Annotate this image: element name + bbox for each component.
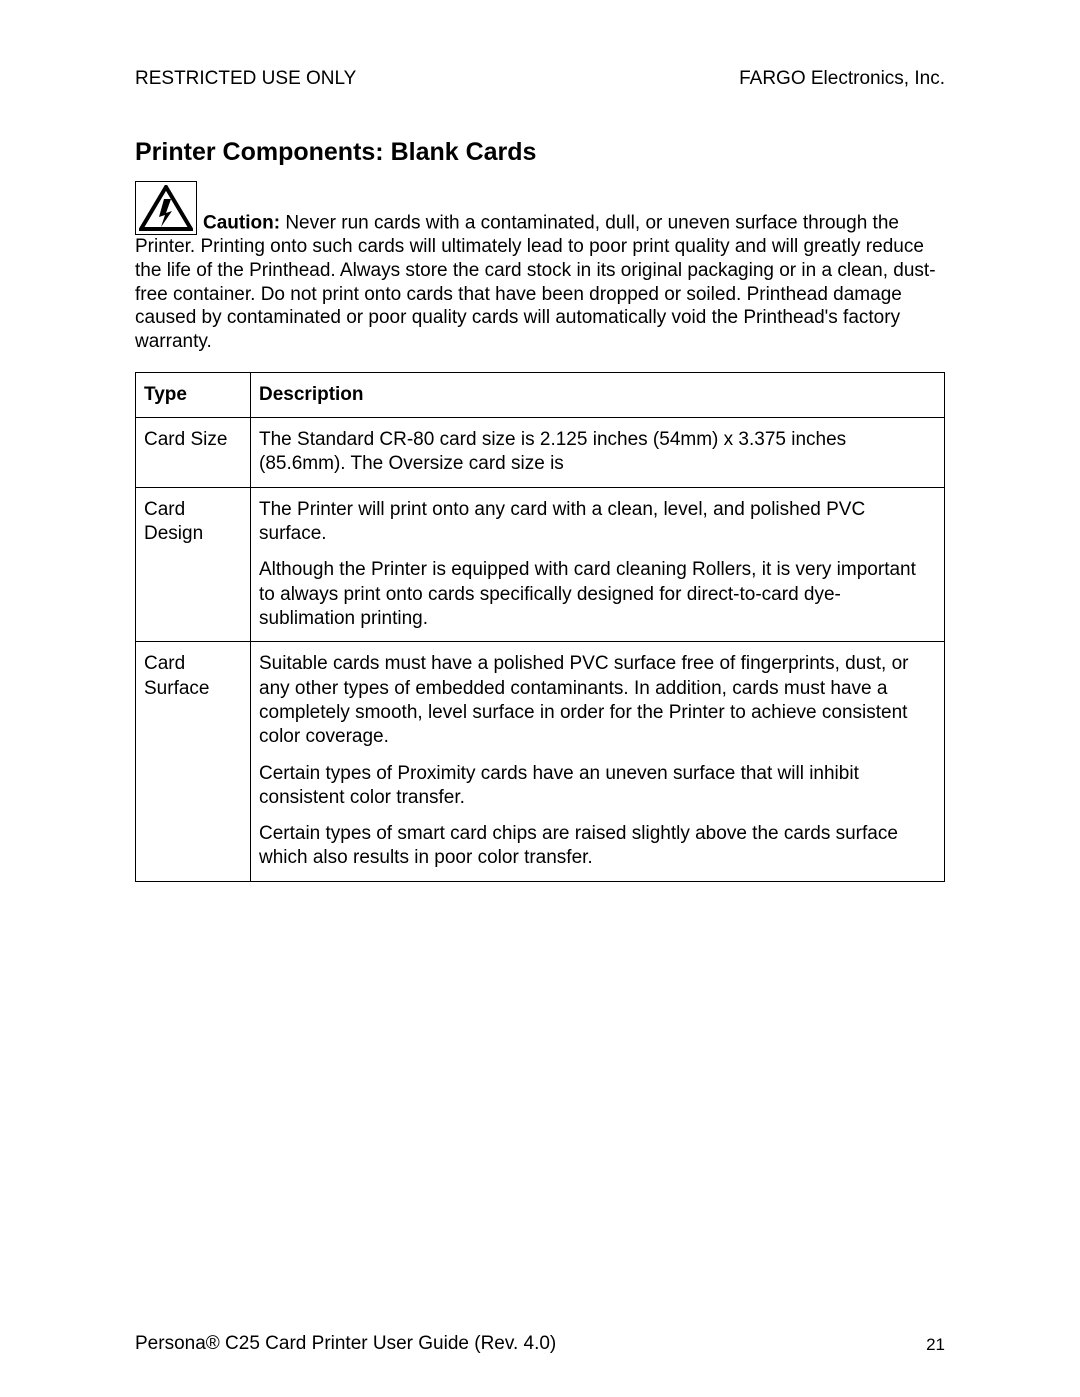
cell-type: Card Design [136,487,251,642]
cell-description: The Printer will print onto any card wit… [251,487,945,642]
description-paragraph: Although the Printer is equipped with ca… [259,558,936,631]
header-right: FARGO Electronics, Inc. [739,68,945,90]
col-header-description: Description [251,372,945,417]
description-paragraph: Certain types of Proximity cards have an… [259,762,936,811]
cell-description: Suitable cards must have a polished PVC … [251,642,945,882]
page-footer: Persona® C25 Card Printer User Guide (Re… [135,1333,945,1355]
caution-icon [135,181,197,235]
description-paragraph: Certain types of smart card chips are ra… [259,822,936,871]
table-row: Card DesignThe Printer will print onto a… [136,487,945,642]
cell-description: The Standard CR-80 card size is 2.125 in… [251,418,945,488]
description-paragraph: The Standard CR-80 card size is 2.125 in… [259,428,936,477]
description-paragraph: Suitable cards must have a polished PVC … [259,652,936,749]
header-left: RESTRICTED USE ONLY [135,68,356,90]
page-header: RESTRICTED USE ONLY FARGO Electronics, I… [135,68,945,90]
table-row: Card SurfaceSuitable cards must have a p… [136,642,945,882]
table-row: Card SizeThe Standard CR-80 card size is… [136,418,945,488]
cell-type: Card Surface [136,642,251,882]
footer-page-number: 21 [926,1335,945,1355]
footer-guide-title: Persona® C25 Card Printer User Guide (Re… [135,1333,556,1355]
section-title: Printer Components: Blank Cards [135,138,945,167]
blank-cards-table: Type Description Card SizeThe Standard C… [135,372,945,882]
caution-label: Caution: [203,212,280,233]
table-header-row: Type Description [136,372,945,417]
description-paragraph: The Printer will print onto any card wit… [259,498,936,547]
col-header-type: Type [136,372,251,417]
caution-paragraph: Caution: Never run cards with a contamin… [135,181,945,354]
cell-type: Card Size [136,418,251,488]
